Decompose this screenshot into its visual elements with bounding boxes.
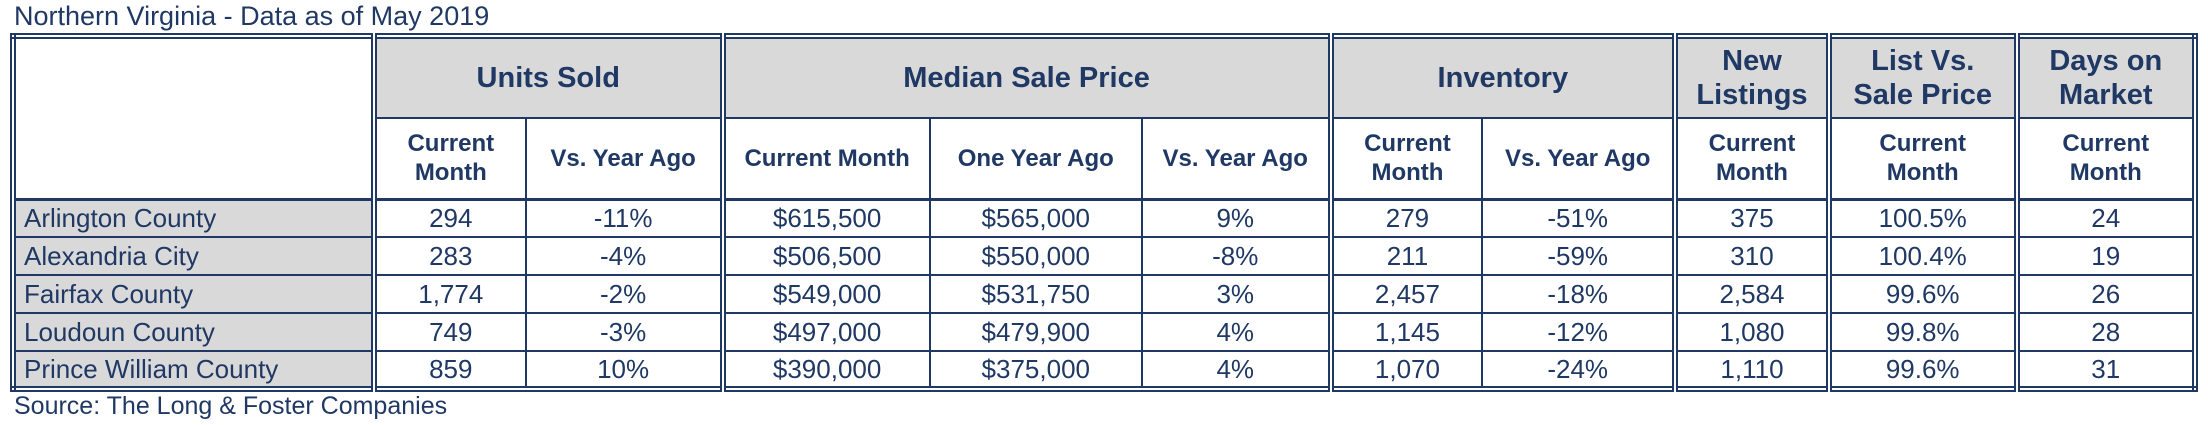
cell-msp-one-year-ago: $375,000 [928, 350, 1143, 390]
group-header-list-vs-sale-price: List Vs. Sale Price [1825, 35, 2018, 119]
cell-msp-current: $549,000 [719, 274, 931, 314]
cell-inventory-vs-year: -18% [1481, 274, 1677, 314]
cell-units-sold-vs-year: -2% [524, 274, 724, 314]
cell-inventory-vs-year: -12% [1481, 312, 1677, 352]
cell-msp-vs-year: -8% [1140, 236, 1332, 276]
cell-days-on-market: 26 [2013, 274, 2197, 314]
row-label: Loudoun County [12, 312, 375, 352]
cell-list-vs-sale: 100.4% [1825, 236, 2018, 276]
table-row-alexandria: Alexandria City 283 -4% $506,500 $550,00… [12, 236, 2197, 276]
group-header-row: Units Sold Median Sale Price Inventory N… [12, 35, 2197, 200]
table-row-loudoun: Loudoun County 749 -3% $497,000 $479,900… [12, 312, 2197, 352]
subheader-msp-vs-year-ago: Vs. Year Ago [1140, 117, 1332, 200]
table-row-arlington: Arlington County 294 -11% $615,500 $565,… [12, 197, 2197, 238]
corner-cell [12, 35, 375, 200]
subheader-inventory-current-month: Current Month [1327, 117, 1484, 200]
cell-msp-one-year-ago: $550,000 [928, 236, 1143, 276]
cell-days-on-market: 24 [2013, 197, 2197, 238]
group-header-new-listings: New Listings [1672, 35, 1830, 119]
cell-new-listings: 1,110 [1672, 350, 1830, 390]
cell-units-sold-vs-year: -3% [524, 312, 724, 352]
cell-list-vs-sale: 100.5% [1825, 197, 2018, 238]
cell-units-sold-current: 859 [370, 350, 527, 390]
cell-inventory-vs-year: -51% [1481, 197, 1677, 238]
cell-msp-vs-year: 3% [1140, 274, 1332, 314]
cell-days-on-market: 19 [2013, 236, 2197, 276]
cell-msp-current: $497,000 [719, 312, 931, 352]
subheader-days-on-market-current-month: Current Month [2013, 117, 2197, 200]
sub-header-row: Current Month Vs. Year Ago Current Month… [13, 117, 2197, 200]
subheader-units-sold-vs-year-ago: Vs. Year Ago [524, 117, 724, 200]
subheader-msp-current-month: Current Month [719, 117, 931, 200]
cell-inventory-current: 1,145 [1327, 312, 1484, 352]
cell-days-on-market: 28 [2013, 312, 2197, 352]
row-label: Prince William County [12, 350, 375, 390]
group-header-inventory: Inventory [1327, 35, 1677, 119]
cell-msp-vs-year: 4% [1140, 350, 1332, 390]
cell-inventory-vs-year: -59% [1481, 236, 1677, 276]
cell-units-sold-vs-year: 10% [524, 350, 724, 390]
cell-list-vs-sale: 99.6% [1825, 274, 2018, 314]
cell-msp-vs-year: 4% [1140, 312, 1332, 352]
subheader-msp-one-year-ago: One Year Ago [928, 117, 1143, 200]
cell-units-sold-vs-year: -4% [524, 236, 724, 276]
market-stats-table: Units Sold Median Sale Price Inventory N… [10, 33, 2198, 392]
cell-units-sold-vs-year: -11% [524, 197, 724, 238]
cell-list-vs-sale: 99.6% [1825, 350, 2018, 390]
cell-msp-current: $506,500 [719, 236, 931, 276]
page-title: Northern Virginia - Data as of May 2019 [14, 1, 490, 31]
row-label: Fairfax County [12, 274, 375, 314]
cell-msp-current: $615,500 [719, 197, 931, 238]
cell-list-vs-sale: 99.8% [1825, 312, 2018, 352]
cell-units-sold-current: 294 [370, 197, 527, 238]
cell-units-sold-current: 1,774 [370, 274, 527, 314]
cell-msp-current: $390,000 [719, 350, 931, 390]
cell-days-on-market: 31 [2013, 350, 2197, 390]
group-header-median-sale-price: Median Sale Price [719, 35, 1332, 119]
cell-msp-one-year-ago: $531,750 [928, 274, 1143, 314]
cell-inventory-current: 279 [1327, 197, 1484, 238]
cell-inventory-current: 2,457 [1327, 274, 1484, 314]
cell-new-listings: 310 [1672, 236, 1830, 276]
subheader-list-vs-sale-current-month: Current Month [1825, 117, 2018, 200]
row-label: Alexandria City [12, 236, 375, 276]
cell-inventory-current: 1,070 [1327, 350, 1484, 390]
subheader-units-sold-current-month: Current Month [370, 117, 527, 200]
group-header-units-sold: Units Sold [370, 35, 724, 119]
cell-inventory-vs-year: -24% [1481, 350, 1677, 390]
cell-new-listings: 1,080 [1672, 312, 1830, 352]
cell-msp-vs-year: 9% [1140, 197, 1332, 238]
source-attribution: Source: The Long & Foster Companies [14, 392, 448, 420]
cell-units-sold-current: 749 [370, 312, 527, 352]
table-row-prince-william: Prince William County 859 10% $390,000 $… [12, 350, 2197, 390]
cell-msp-one-year-ago: $565,000 [928, 197, 1143, 238]
cell-new-listings: 375 [1672, 197, 1830, 238]
cell-msp-one-year-ago: $479,900 [928, 312, 1143, 352]
subheader-inventory-vs-year-ago: Vs. Year Ago [1481, 117, 1677, 200]
row-label: Arlington County [12, 197, 375, 238]
group-header-days-on-market: Days on Market [2013, 35, 2197, 119]
subheader-new-listings-current-month: Current Month [1672, 117, 1830, 200]
cell-new-listings: 2,584 [1672, 274, 1830, 314]
cell-inventory-current: 211 [1327, 236, 1484, 276]
cell-units-sold-current: 283 [370, 236, 527, 276]
table-row-fairfax: Fairfax County 1,774 -2% $549,000 $531,7… [12, 274, 2197, 314]
